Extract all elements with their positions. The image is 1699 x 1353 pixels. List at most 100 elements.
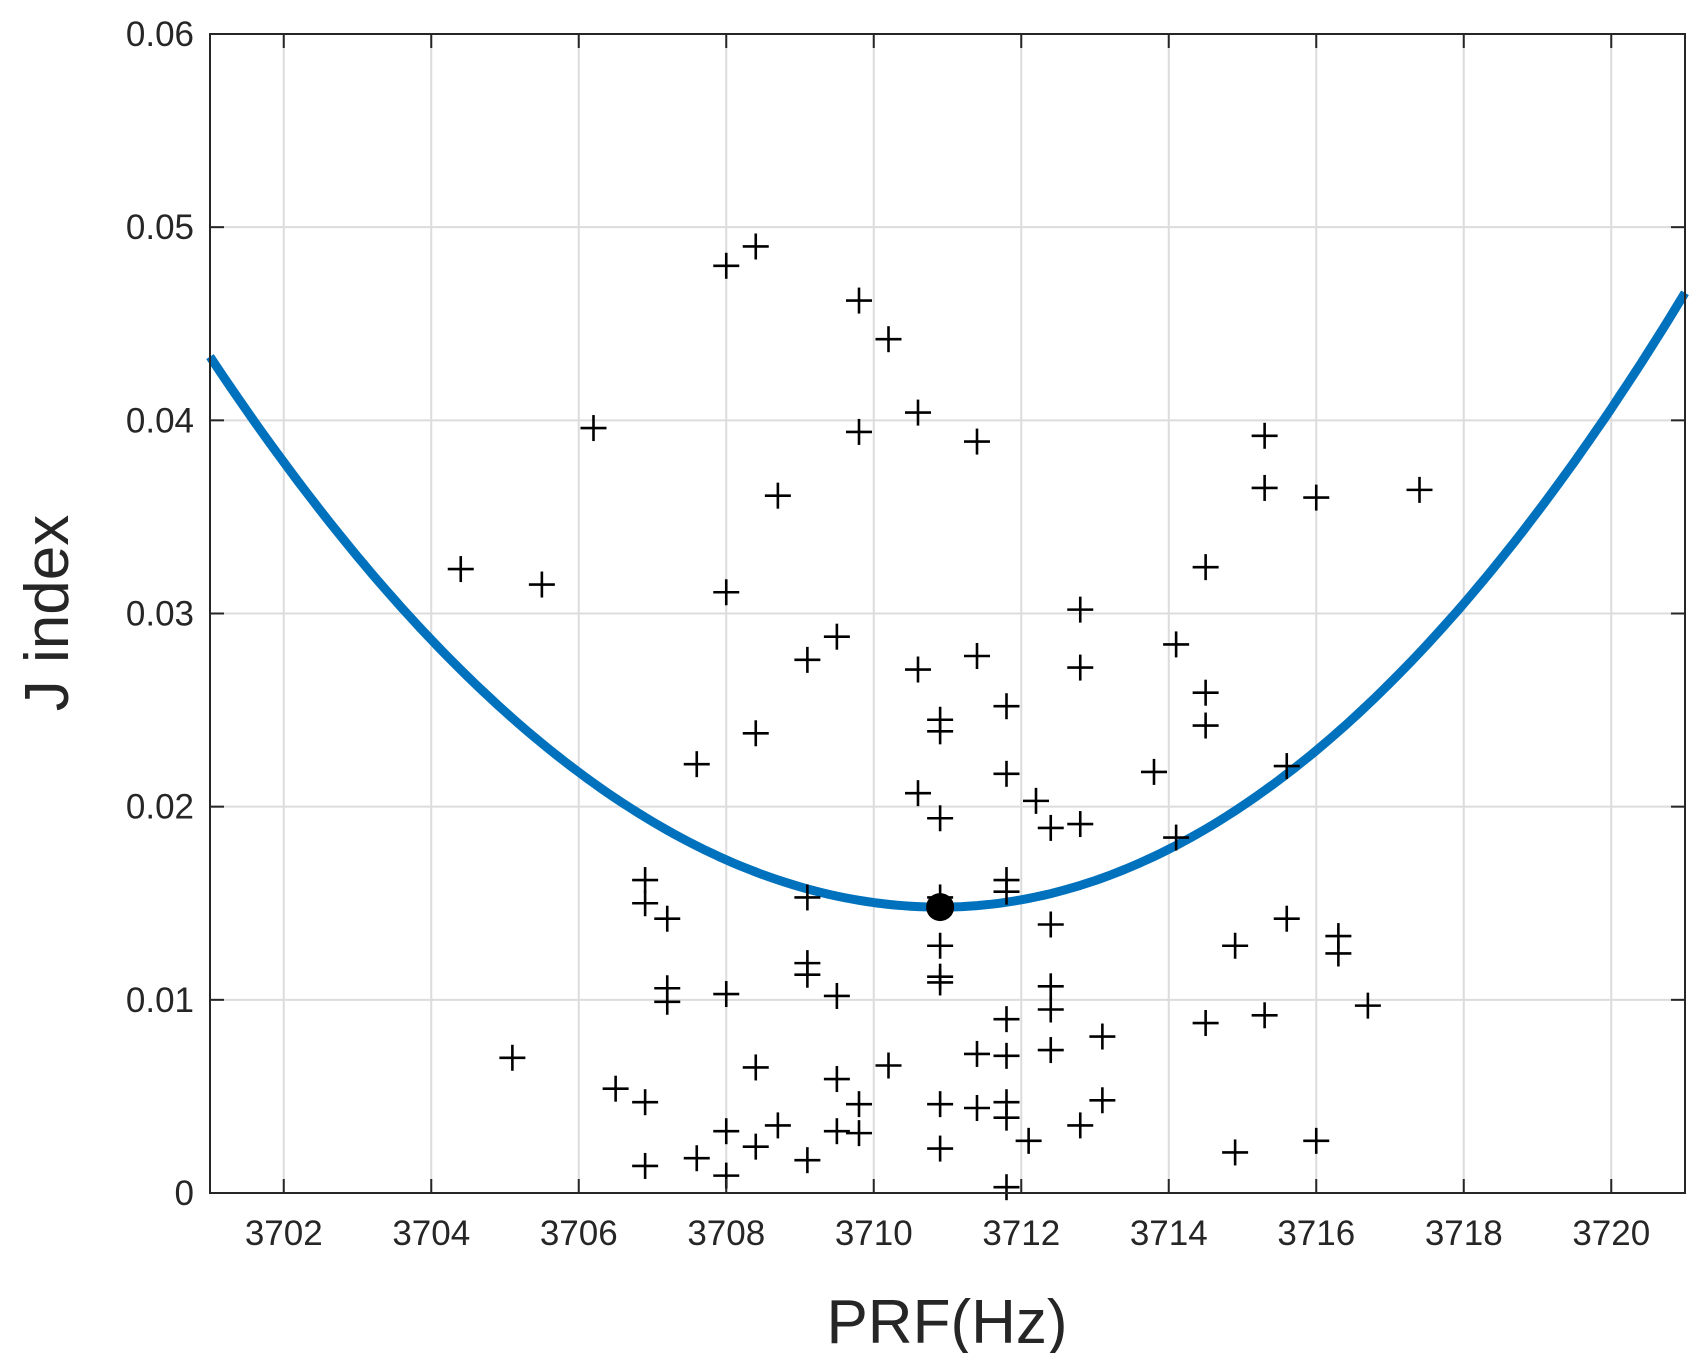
data-point <box>713 252 740 279</box>
data-point <box>1303 1127 1330 1154</box>
data-point <box>1251 422 1278 449</box>
data-point <box>1023 787 1049 814</box>
data-point <box>632 1152 659 1179</box>
data-point <box>964 1040 990 1067</box>
data-point <box>632 1089 659 1116</box>
data-point <box>1192 712 1219 739</box>
data-point <box>1192 554 1219 581</box>
data-point <box>1015 1127 1042 1154</box>
x-tick-label: 3702 <box>245 1214 323 1253</box>
data-point <box>654 905 681 932</box>
data-point <box>683 751 710 778</box>
data-point <box>713 579 740 606</box>
data-point <box>1222 1139 1249 1166</box>
data-point <box>905 399 931 426</box>
data-point <box>1037 911 1064 938</box>
data-point <box>1251 1002 1278 1029</box>
data-point <box>1273 753 1300 780</box>
data-point <box>927 932 954 959</box>
data-point <box>764 1112 791 1139</box>
data-point <box>742 1133 769 1160</box>
data-point <box>632 867 659 894</box>
x-tick-label: 3720 <box>1572 1214 1650 1253</box>
data-point <box>683 1145 710 1172</box>
grid <box>210 33 1685 1194</box>
data-point <box>993 1174 1020 1201</box>
data-point <box>1303 484 1330 511</box>
y-tick-label: 0.01 <box>126 981 194 1020</box>
x-tick-label: 3714 <box>1130 1214 1208 1253</box>
data-point <box>1163 631 1190 658</box>
data-point <box>823 623 850 650</box>
data-point <box>823 982 850 1009</box>
data-point <box>927 969 954 996</box>
data-point <box>1089 1023 1116 1050</box>
data-point <box>794 884 821 911</box>
axis-ticks <box>210 33 1685 1194</box>
data-point <box>993 878 1020 905</box>
data-point <box>1067 596 1094 623</box>
data-point <box>823 1118 850 1145</box>
data-point <box>1273 905 1300 932</box>
data-point <box>993 1006 1020 1033</box>
y-tick-label: 0.02 <box>126 788 194 827</box>
data-point <box>764 482 791 509</box>
x-tick-label: 3704 <box>392 1214 470 1253</box>
minimum-point <box>926 893 955 922</box>
x-tick-label: 3712 <box>982 1214 1060 1253</box>
data-point <box>742 233 769 260</box>
sample-markers <box>447 233 1433 1201</box>
y-tick-label: 0.05 <box>126 208 194 247</box>
data-point <box>1192 1010 1219 1037</box>
data-point <box>1089 1087 1116 1114</box>
y-tick-labels: 0 0.01 0.02 0.03 0.04 0.05 0.06 <box>126 15 194 1213</box>
data-point <box>1067 1112 1094 1139</box>
data-point <box>993 1104 1020 1131</box>
data-point <box>875 326 902 353</box>
data-point <box>1354 992 1381 1019</box>
x-tick-label: 3706 <box>540 1214 618 1253</box>
data-point <box>1067 811 1094 838</box>
data-point <box>846 1120 872 1147</box>
data-point <box>713 1118 740 1145</box>
data-point <box>1222 932 1249 959</box>
data-point <box>1251 474 1278 501</box>
x-tick-label: 3716 <box>1277 1214 1355 1253</box>
data-point <box>964 642 990 669</box>
data-point <box>654 988 681 1015</box>
data-point <box>875 1052 902 1079</box>
y-axis-title: J index <box>13 515 82 711</box>
data-point <box>794 1147 821 1174</box>
data-point <box>927 1135 954 1162</box>
data-point <box>742 1054 769 1081</box>
data-point <box>602 1075 629 1102</box>
y-tick-label: 0.06 <box>126 15 194 54</box>
data-point <box>528 571 555 598</box>
data-point <box>846 1091 872 1118</box>
data-point <box>632 890 659 917</box>
data-point <box>1192 679 1219 706</box>
data-point <box>964 428 990 455</box>
data-point <box>905 656 931 683</box>
data-point <box>1163 824 1190 851</box>
data-point <box>794 646 821 673</box>
y-tick-label: 0.04 <box>126 401 194 440</box>
x-tick-label: 3708 <box>687 1214 765 1253</box>
data-point <box>1406 476 1433 503</box>
data-point <box>1037 973 1064 1000</box>
data-point <box>927 718 954 745</box>
x-tick-labels: 3702 3704 3706 3708 3710 3712 3714 3716 3718 3720 <box>245 1214 1650 1253</box>
data-point <box>713 981 740 1008</box>
data-point <box>964 1095 990 1122</box>
data-point <box>927 805 954 832</box>
data-point <box>499 1044 526 1071</box>
data-point <box>1037 996 1064 1023</box>
data-point <box>447 556 474 583</box>
data-point <box>927 1091 954 1118</box>
x-tick-label: 3710 <box>835 1214 913 1253</box>
y-tick-label: 0 <box>175 1174 194 1213</box>
data-point <box>742 720 769 747</box>
data-point <box>1141 758 1167 785</box>
x-tick-label: 3718 <box>1425 1214 1503 1253</box>
